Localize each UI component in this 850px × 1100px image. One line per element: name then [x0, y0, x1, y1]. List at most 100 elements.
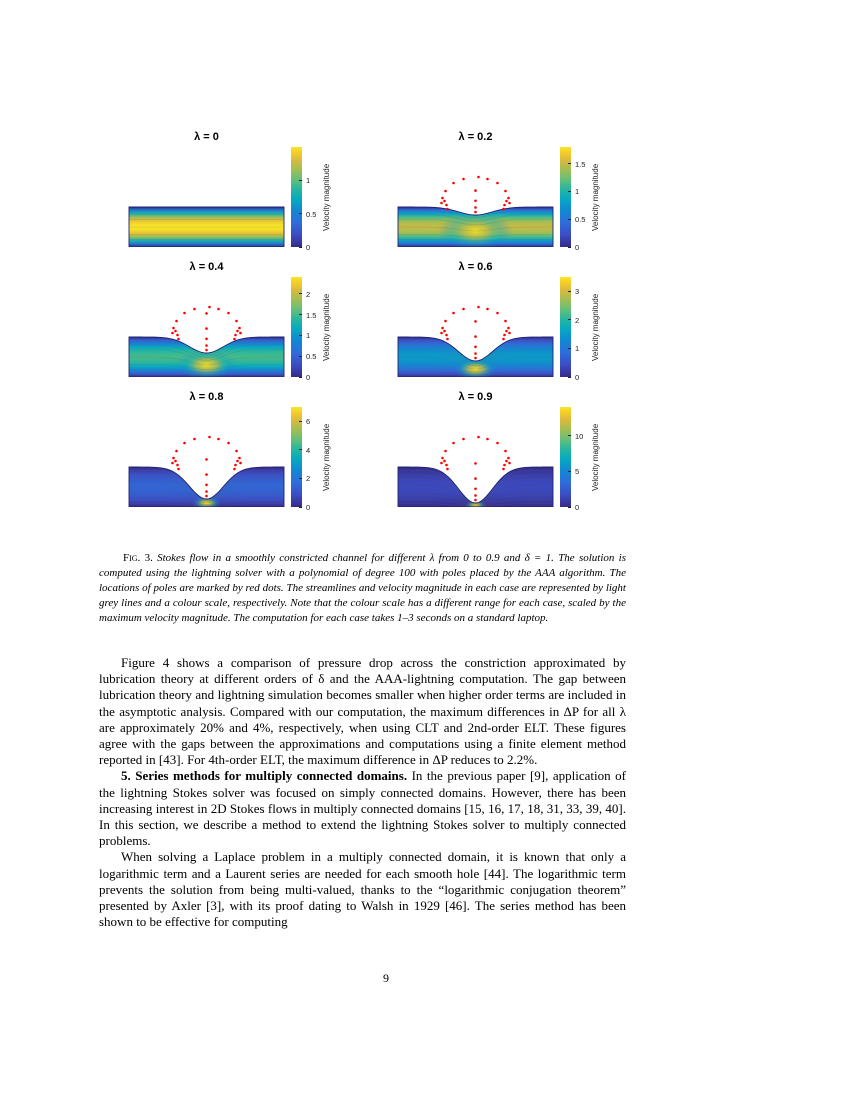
colorbar-gradient [291, 277, 302, 377]
colorbar-tick-mark [299, 477, 302, 479]
streamlines [129, 469, 282, 507]
colorbar-tick-label: 1 [306, 176, 311, 186]
colorbar-tick-mark [299, 293, 302, 295]
panel-title: λ = 0.6 [458, 261, 493, 273]
colorbar-tick-mark [568, 163, 571, 165]
colorbar-tick-label: 1 [575, 344, 580, 354]
pole-dots [440, 175, 511, 214]
body-paragraph: When solving a Laplace problem in a mult… [99, 849, 626, 930]
channel-flow-plot [397, 305, 554, 377]
colorbar-tick-label: 6 [306, 417, 311, 427]
colorbar-gradient [560, 407, 571, 507]
colorbar-tick-mark [299, 314, 302, 315]
channel-flow-plot [128, 305, 285, 377]
colorbar-tick-label: 0.5 [575, 215, 586, 225]
flow-panel-lambda-0.4: λ = 0.4 0 0.5 1 1.5 2 Velocity magnitude [119, 259, 369, 389]
channel-boundary [128, 336, 285, 377]
colorbar-tick-label: 2 [575, 315, 580, 325]
colorbar-tick-label: 1 [575, 187, 580, 197]
colorbar-tick-label: 5 [575, 467, 580, 477]
colorbar-tick-mark [568, 347, 571, 349]
channel-boundary [397, 206, 554, 247]
flow-panel-lambda-0.6: λ = 0.6 0 1 2 3 Velocity magnitude [388, 259, 638, 389]
colorbar-tick-label: 0.5 [306, 352, 317, 362]
channel-boundary [128, 206, 285, 247]
colorbar-tick-label: 1.5 [575, 159, 586, 169]
flow-panel-lambda-0: λ = 0 0 0.5 1 Velocity magnitude [119, 129, 369, 259]
colorbar-tick-label: 0 [306, 243, 311, 252]
panel-title: λ = 0.8 [189, 391, 224, 403]
panel-title: λ = 0.9 [458, 391, 493, 403]
body-text: Figure 4 shows a comparison of pressure … [99, 655, 626, 930]
colorbar-tick-label: 0.5 [306, 209, 317, 219]
colorbar-tick-label: 2 [306, 289, 311, 299]
colorbar-tick-mark [299, 449, 302, 451]
streamlines [398, 469, 551, 507]
figure-caption: Fig. 3. Stokes flow in a smoothly constr… [99, 551, 626, 626]
colorbar-tick-mark [299, 213, 302, 215]
colorbar-gradient [291, 147, 302, 247]
panel-title: λ = 0.4 [189, 261, 224, 273]
colorbar: 0 0.5 1 1.5 2 Velocity magnitude [291, 277, 369, 382]
colorbar-tick-label: 0 [306, 503, 311, 512]
flow-panel-lambda-0.2: λ = 0.2 0 0.5 1 1.5 Velocity magnitude [388, 129, 638, 259]
panel-title: λ = 0.2 [458, 131, 493, 143]
colorbar-tick-mark [299, 376, 302, 378]
colorbar-tick-mark [568, 470, 571, 472]
colorbar: 0 5 10 Velocity magnitude [560, 407, 638, 512]
body-paragraph: Figure 4 shows a comparison of pressure … [99, 655, 626, 768]
colorbar: 0 1 2 3 Velocity magnitude [560, 277, 638, 382]
colorbar-tick-label: 1.5 [306, 310, 317, 320]
paragraph-text: In the previous paper [9], application o… [99, 768, 626, 849]
flow-panel-lambda-0.9: λ = 0.9 0 5 10 Velocity magnitude [388, 389, 638, 519]
colorbar-tick-label: 0 [306, 373, 311, 382]
colorbar-axis-label: Velocity magnitude [322, 163, 331, 231]
pole-dots [440, 305, 511, 360]
channel-flow-plot [128, 206, 285, 247]
figure-3: λ = 0 0 0.5 1 Velocity magnitude λ = 0.2 0 0.5 1… [119, 129, 638, 519]
channel-boundary [397, 336, 554, 377]
colorbar-tick-label: 1 [306, 331, 311, 341]
colorbar-tick-label: 0 [575, 503, 580, 512]
page-number: 9 [383, 971, 389, 985]
colorbar-tick-label: 0 [575, 243, 580, 252]
colorbar-tick-mark [568, 246, 571, 248]
channel-flow-plot [397, 175, 554, 247]
colorbar-tick-mark [299, 179, 302, 181]
colorbar-gradient [560, 147, 571, 247]
colorbar-tick-mark [299, 420, 302, 422]
colorbar-gradient [291, 407, 302, 507]
colorbar-tick-mark [568, 506, 571, 508]
colorbar-axis-label: Velocity magnitude [322, 293, 331, 361]
flow-panel-lambda-0.8: λ = 0.8 0 2 4 6 Velocity magnitude [119, 389, 369, 519]
pole-dots [171, 435, 242, 498]
pole-dots [440, 435, 511, 502]
colorbar-tick-mark [299, 246, 302, 248]
colorbar-tick-label: 3 [575, 287, 580, 297]
paragraph-text: Figure 4 shows a comparison of pressure … [99, 655, 626, 768]
body-paragraph-section-5: 5. Series methods for multiply connected… [99, 768, 626, 849]
colorbar-tick-mark [299, 355, 302, 357]
colorbar-tick-label: 10 [575, 431, 584, 441]
streamlines [129, 339, 282, 376]
colorbar-gradient [560, 277, 571, 377]
streamlines [398, 339, 551, 376]
panel-title: λ = 0 [194, 131, 219, 143]
colorbar-tick-label: 2 [306, 474, 311, 484]
colorbar-tick-mark [299, 506, 302, 508]
colorbar: 0 0.5 1 1.5 Velocity magnitude [560, 147, 638, 252]
paragraph-text: When solving a Laplace problem in a mult… [99, 849, 626, 930]
colorbar-tick-mark [568, 190, 571, 192]
colorbar-axis-label: Velocity magnitude [591, 423, 600, 491]
colorbar-tick-mark [299, 334, 302, 336]
colorbar: 0 0.5 1 Velocity magnitude [291, 147, 369, 252]
channel-boundary [397, 466, 554, 507]
colorbar-tick-label: 4 [306, 445, 311, 455]
colorbar: 0 2 4 6 Velocity magnitude [291, 407, 369, 512]
channel-boundary [128, 466, 285, 507]
colorbar-tick-mark [568, 435, 571, 437]
colorbar-tick-mark [568, 218, 571, 220]
colorbar-tick-label: 0 [575, 373, 580, 382]
streamlines [129, 209, 282, 245]
